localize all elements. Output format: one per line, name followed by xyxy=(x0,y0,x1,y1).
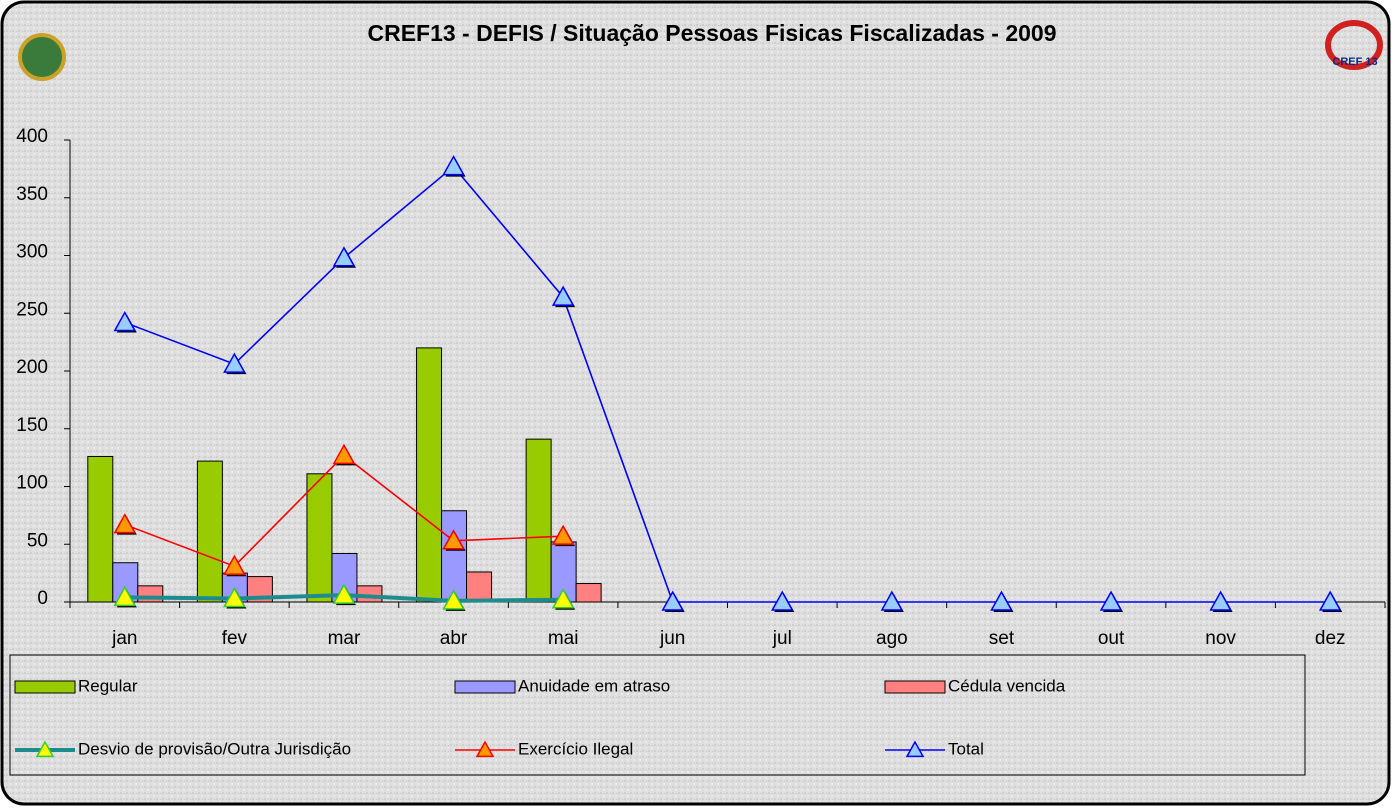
legend-marker xyxy=(905,740,925,758)
marker xyxy=(551,285,575,306)
legend-marker xyxy=(35,740,55,758)
x-tick-label: abr xyxy=(440,628,468,649)
marker xyxy=(332,583,356,604)
marker xyxy=(880,590,904,611)
x-tick-label: out xyxy=(1098,628,1125,649)
marker xyxy=(223,586,246,608)
x-tick-label: set xyxy=(989,628,1015,649)
legend-box xyxy=(9,654,1306,776)
marker xyxy=(551,588,575,609)
y-tick-label: 0 xyxy=(37,588,48,609)
y-tick-label: 150 xyxy=(16,415,48,436)
legend-label: Regular xyxy=(78,676,138,695)
y-tick-label: 100 xyxy=(16,473,48,494)
legend-label: Anuidade em atraso xyxy=(518,676,670,695)
bar xyxy=(525,438,552,603)
y-tick-label: 350 xyxy=(16,184,48,205)
legend-swatch xyxy=(14,680,76,694)
marker xyxy=(990,590,1013,611)
marker xyxy=(442,529,465,550)
emblem xyxy=(18,33,66,81)
legend-label: Cédula vencida xyxy=(948,676,1066,695)
marker xyxy=(223,554,246,575)
marker xyxy=(113,513,137,534)
marker xyxy=(223,352,246,373)
y-tick-label: 300 xyxy=(16,242,48,263)
y-tick-label: 200 xyxy=(16,357,48,378)
legend-marker xyxy=(475,740,495,758)
legend-swatch xyxy=(884,680,946,694)
marker xyxy=(442,155,465,176)
x-tick-label: jan xyxy=(111,628,137,649)
x-tick-label: jun xyxy=(659,628,685,649)
marker xyxy=(1318,590,1342,611)
x-tick-label: fev xyxy=(222,628,248,649)
marker xyxy=(332,246,356,267)
bar xyxy=(196,460,223,603)
marker xyxy=(332,443,356,465)
marker xyxy=(551,524,575,545)
bar xyxy=(550,541,577,603)
marker xyxy=(113,310,137,332)
marker xyxy=(113,585,137,607)
bar xyxy=(466,571,493,603)
legend-label: Total xyxy=(948,739,984,758)
marker xyxy=(661,590,684,611)
x-tick-label: dez xyxy=(1315,628,1346,649)
bar xyxy=(416,347,443,603)
x-tick-label: mar xyxy=(328,628,361,649)
chart-title: CREF13 - DEFIS / Situação Pessoas Fisica… xyxy=(367,20,1056,46)
x-tick-label: nov xyxy=(1205,628,1236,649)
logo-text: CREF 13 xyxy=(1332,56,1377,68)
bar xyxy=(356,585,383,603)
x-tick-label: jul xyxy=(772,628,792,649)
marker xyxy=(442,589,465,610)
y-tick-label: 50 xyxy=(27,530,48,551)
bar xyxy=(575,583,602,603)
legend-swatch xyxy=(454,680,516,694)
marker xyxy=(771,590,794,611)
marker xyxy=(1209,590,1232,611)
bar xyxy=(306,473,333,603)
legend-label: Exercício Ilegal xyxy=(518,739,633,758)
legend-label: Desvio de provisão/Outra Jurisdição xyxy=(78,739,351,758)
y-tick-label: 250 xyxy=(16,299,48,320)
x-tick-label: mai xyxy=(548,628,579,649)
bar xyxy=(87,455,114,603)
marker xyxy=(1099,590,1123,611)
bar xyxy=(441,510,468,603)
line xyxy=(124,165,1331,603)
x-tick-label: ago xyxy=(876,628,908,649)
y-tick-label: 400 xyxy=(16,126,48,147)
cref-logo xyxy=(1325,20,1383,70)
